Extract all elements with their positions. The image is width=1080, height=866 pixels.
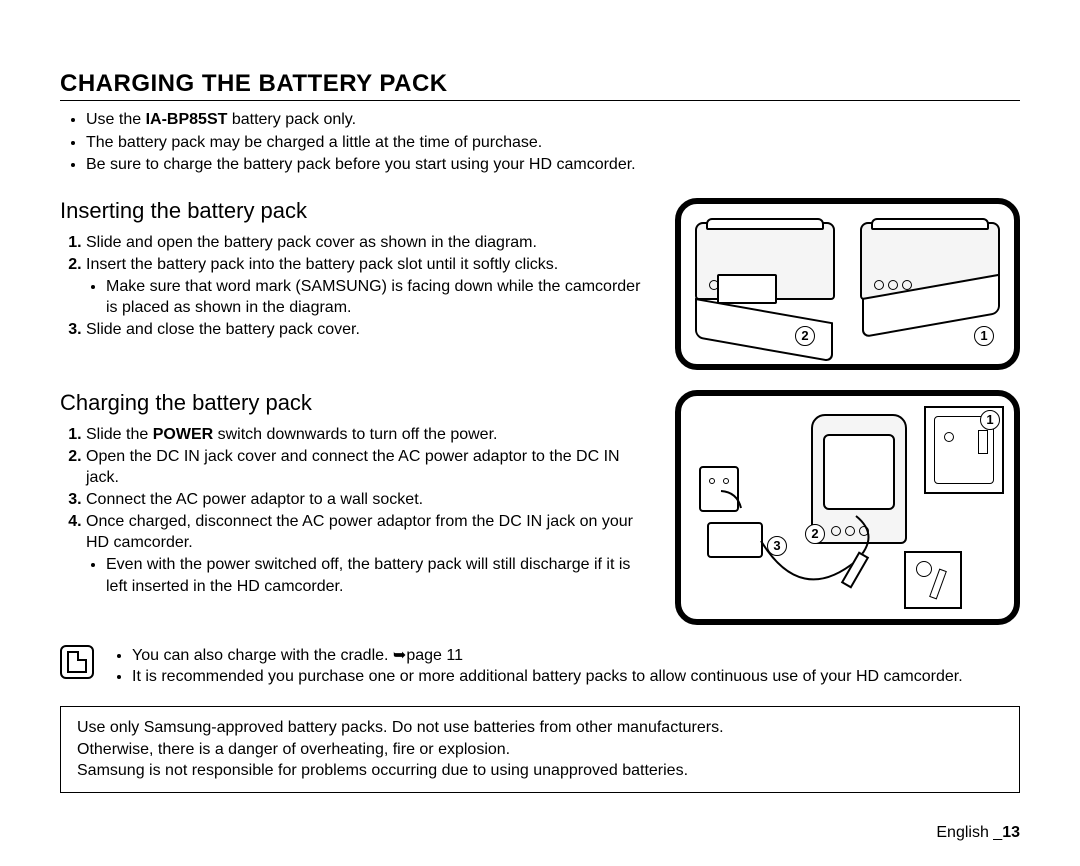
intro-item: Use the IA-BP85ST battery pack only. <box>86 109 1020 131</box>
step: Insert the battery pack into the battery… <box>86 254 653 318</box>
diagram-badge-2: 2 <box>795 326 815 346</box>
warning-box: Use only Samsung-approved battery packs.… <box>60 706 1020 793</box>
text: Use the <box>86 111 146 128</box>
page-number: 13 <box>1002 824 1020 841</box>
footer-lang: English _ <box>936 824 1002 841</box>
insert-diagram: 1 2 <box>675 198 1020 370</box>
page-footer: English _13 <box>936 824 1020 842</box>
text: You can also charge with the cradle. <box>132 647 393 664</box>
step: Slide and open the battery pack cover as… <box>86 232 653 253</box>
note-block: You can also charge with the cradle. ➥pa… <box>60 645 1020 688</box>
charge-section: Charging the battery pack Slide the POWE… <box>60 390 1020 625</box>
insert-steps: Slide and open the battery pack cover as… <box>60 232 653 341</box>
intro-item: The battery pack may be charged a little… <box>86 132 1020 154</box>
substep: Make sure that word mark (SAMSUNG) is fa… <box>106 276 653 318</box>
intro-bullets: Use the IA-BP85ST battery pack only. The… <box>60 109 1020 176</box>
text: Slide the <box>86 426 153 443</box>
warning-line: Samsung is not responsible for problems … <box>77 760 1003 782</box>
warning-line: Use only Samsung-approved battery packs.… <box>77 717 1003 739</box>
note-list: You can also charge with the cradle. ➥pa… <box>108 645 963 688</box>
text: Once charged, disconnect the AC power ad… <box>86 513 633 551</box>
diagram-badge-2: 2 <box>805 524 825 544</box>
step: Open the DC IN jack cover and connect th… <box>86 446 653 488</box>
text: Insert the battery pack into the battery… <box>86 256 558 273</box>
step: Connect the AC power adaptor to a wall s… <box>86 489 653 510</box>
charge-steps: Slide the POWER switch downwards to turn… <box>60 424 653 597</box>
intro-item: Be sure to charge the battery pack befor… <box>86 154 1020 176</box>
charge-heading: Charging the battery pack <box>60 390 653 416</box>
text: battery pack only. <box>227 111 356 128</box>
arrow-icon: ➥ <box>393 647 406 664</box>
warning-line: Otherwise, there is a danger of overheat… <box>77 739 1003 761</box>
page-title: CHARGING THE BATTERY PACK <box>60 70 1020 101</box>
battery-model: IA-BP85ST <box>146 111 228 128</box>
insert-section: Inserting the battery pack Slide and ope… <box>60 198 1020 370</box>
diagram-badge-3: 3 <box>767 536 787 556</box>
text: switch downwards to turn off the power. <box>213 426 497 443</box>
step: Slide the POWER switch downwards to turn… <box>86 424 653 445</box>
power-label: POWER <box>153 426 213 443</box>
note-icon <box>60 645 94 679</box>
text: page 11 <box>406 647 463 664</box>
note-item: You can also charge with the cradle. ➥pa… <box>132 645 963 667</box>
step: Slide and close the battery pack cover. <box>86 319 653 340</box>
diagram-badge-1: 1 <box>980 410 1000 430</box>
diagram-badge-1: 1 <box>974 326 994 346</box>
charge-diagram: 1 2 3 <box>675 390 1020 625</box>
step: Once charged, disconnect the AC power ad… <box>86 511 653 596</box>
note-item: It is recommended you purchase one or mo… <box>132 666 963 688</box>
insert-heading: Inserting the battery pack <box>60 198 653 224</box>
substep: Even with the power switched off, the ba… <box>106 554 653 596</box>
